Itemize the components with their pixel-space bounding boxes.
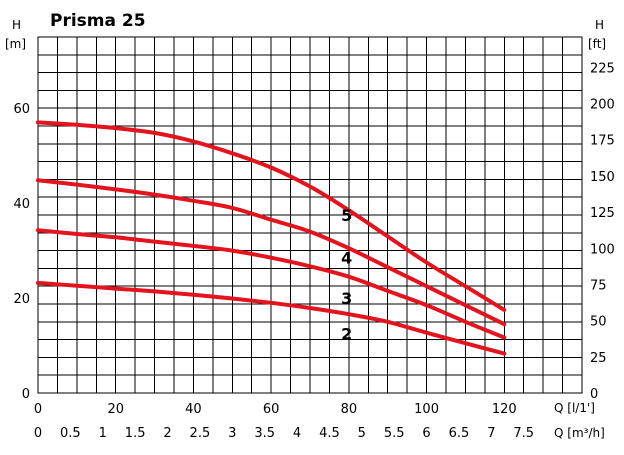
left-axis-symbol: H: [12, 18, 21, 32]
curve-label-4: 4: [341, 249, 352, 268]
right-tick-label: 150: [590, 170, 615, 185]
x-secondary-tick-label: 2.5: [190, 426, 211, 441]
x-primary-tick-label: 100: [414, 402, 439, 417]
right-axis-unit: [ft]: [588, 37, 606, 51]
x-secondary-tick-label: 0.5: [60, 426, 81, 441]
x-secondary-tick-label: 0: [34, 426, 42, 441]
curve-3: [36, 228, 507, 340]
curve-5: [36, 120, 507, 312]
x-axis-secondary-label: Q [m³/h]: [554, 426, 605, 440]
x-secondary-tick-label: 3: [228, 426, 236, 441]
right-tick-label: 175: [590, 134, 615, 149]
right-tick-label: 75: [590, 278, 607, 293]
x-axis-primary-label: Q [l/1']: [554, 401, 595, 415]
curve-label-2: 2: [341, 325, 352, 344]
left-tick-label: 20: [13, 292, 30, 307]
curve-4: [36, 178, 507, 327]
x-primary-tick-label: 120: [492, 402, 517, 417]
x-secondary-tick-label: 7.5: [513, 426, 534, 441]
curve-label-5: 5: [341, 206, 352, 225]
right-tick-label: 50: [590, 315, 607, 330]
performance-curves: [36, 120, 507, 356]
right-tick-label: 200: [590, 98, 615, 113]
left-tick-label: 40: [13, 197, 30, 212]
left-tick-label: 60: [13, 102, 30, 117]
right-tick-label: 125: [590, 206, 615, 221]
x-secondary-tick-label: 1.5: [125, 426, 146, 441]
curve-labels: 5 4 3 2: [341, 206, 352, 344]
chart-title: Prisma 25: [50, 11, 146, 31]
x-primary-tick-label: 20: [107, 402, 124, 417]
x-primary-tick-label: 60: [263, 402, 280, 417]
x-axis-secondary-ticks: 0 0.5 1 1.5 2 2.5 3 3.5 4 4.5 5 5.5 6 6.5 7 7.5: [34, 426, 534, 441]
x-secondary-tick-label: 5: [358, 426, 366, 441]
curve-2: [36, 280, 507, 356]
right-tick-label: 0: [590, 387, 598, 402]
x-secondary-tick-label: 4.5: [319, 426, 340, 441]
x-primary-tick-label: 0: [34, 402, 42, 417]
x-secondary-tick-label: 6.5: [449, 426, 470, 441]
right-tick-label: 25: [590, 351, 607, 366]
x-secondary-tick-label: 4: [293, 426, 301, 441]
x-primary-tick-label: 40: [185, 402, 202, 417]
x-secondary-tick-label: 5.5: [384, 426, 405, 441]
x-secondary-tick-label: 7: [487, 426, 495, 441]
right-axis-symbol: H: [595, 18, 604, 32]
right-axis-ticks: 0 25 50 75 100 125 150 175 200 225: [590, 61, 615, 402]
left-tick-label: 0: [22, 387, 30, 402]
x-primary-tick-label: 80: [341, 402, 358, 417]
right-tick-label: 225: [590, 61, 615, 76]
left-axis-ticks: 0 20 40 60: [13, 102, 30, 402]
right-tick-label: 100: [590, 242, 615, 257]
x-secondary-tick-label: 6: [422, 426, 430, 441]
left-axis-unit: [m]: [5, 37, 26, 51]
x-secondary-tick-label: 1: [99, 426, 107, 441]
x-axis-primary-ticks: 0 20 40 60 80 100 120: [34, 402, 517, 417]
grid: [37, 36, 583, 394]
x-secondary-tick-label: 3.5: [254, 426, 275, 441]
x-secondary-tick-label: 2: [163, 426, 171, 441]
plot-frame: [37, 36, 583, 394]
curve-label-3: 3: [341, 289, 352, 308]
